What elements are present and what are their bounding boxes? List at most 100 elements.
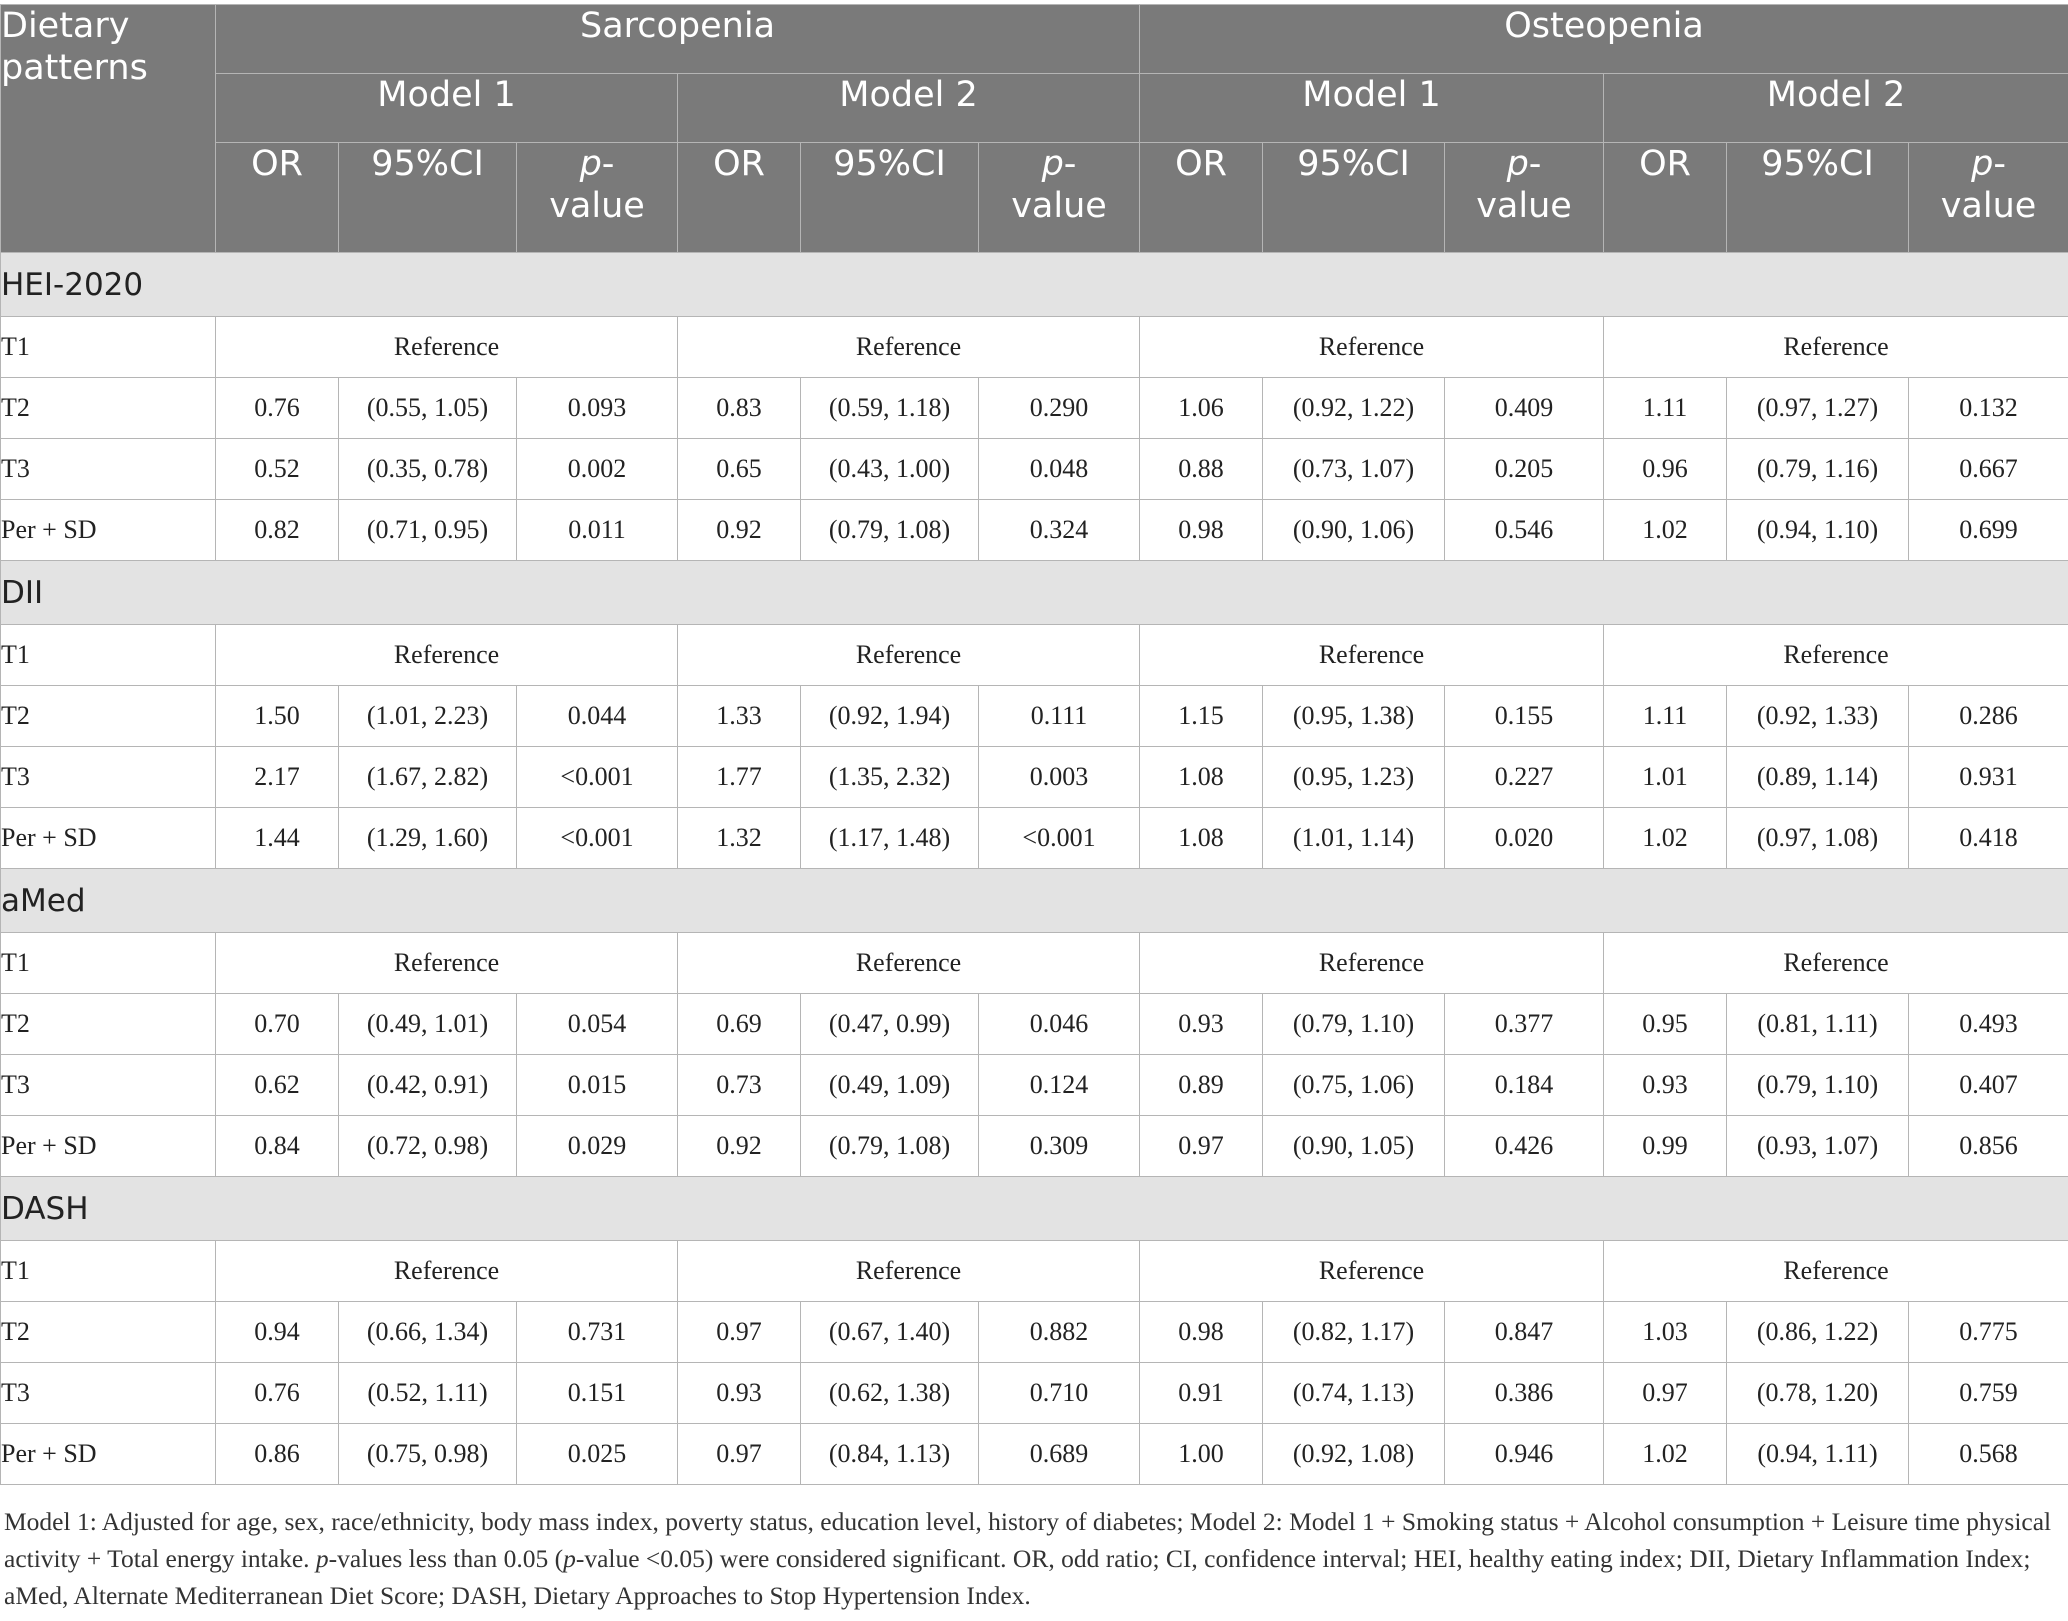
table-cell: 0.882 — [977, 1301, 1141, 1363]
table-cell: (0.97, 1.27) — [1726, 377, 1910, 439]
table-cell: 0.96 — [1603, 438, 1728, 500]
table-cell: 0.132 — [1908, 377, 2068, 439]
table-cell: (0.35, 0.78) — [338, 438, 517, 500]
table-row: T2 0.94 (0.66, 1.34) 0.731 0.97 (0.67, 1.40) 0… — [0, 1301, 2068, 1363]
table-cell: 0.286 — [1908, 685, 2068, 747]
table-cell: 0.048 — [977, 438, 1141, 500]
reference-cell: Reference — [1603, 624, 2068, 686]
table-cell: (1.01, 1.14) — [1262, 807, 1446, 869]
table-cell: 0.124 — [977, 1054, 1141, 1116]
table-cell: 1.02 — [1603, 499, 1728, 561]
reference-cell: Reference — [1603, 932, 2068, 994]
table-cell: 0.309 — [977, 1115, 1141, 1177]
table-cell: 0.95 — [1603, 993, 1728, 1055]
table-cell: 2.17 — [215, 746, 339, 808]
table-cell: (0.86, 1.22) — [1726, 1301, 1910, 1363]
table-cell: 0.82 — [215, 499, 339, 561]
table-cell: 1.03 — [1603, 1301, 1728, 1363]
table-cell: 0.667 — [1908, 438, 2068, 500]
table-cell: 0.054 — [516, 993, 678, 1055]
section-row: aMed — [0, 868, 2068, 933]
table-cell: 1.32 — [677, 807, 801, 869]
table-cell: 0.689 — [977, 1423, 1141, 1485]
table-cell: (0.94, 1.11) — [1726, 1423, 1910, 1485]
section-row: DII — [0, 560, 2068, 625]
table-cell: (1.01, 2.23) — [338, 685, 517, 747]
table-cell: (0.82, 1.17) — [1262, 1301, 1446, 1363]
table-cell: 0.227 — [1444, 746, 1605, 808]
table-row: Per + SD 0.84 (0.72, 0.98) 0.029 0.92 (0.79, … — [0, 1115, 2068, 1177]
table-row: Per + SD 0.82 (0.71, 0.95) 0.011 0.92 (0.79, … — [0, 499, 2068, 561]
table-row: T3 0.62 (0.42, 0.91) 0.015 0.73 (0.49, 1.09) 0… — [0, 1054, 2068, 1116]
table-cell: 1.44 — [215, 807, 339, 869]
column-header: OR — [1603, 142, 1728, 253]
section-label: aMed — [0, 868, 2068, 933]
table-cell: 0.377 — [1444, 993, 1605, 1055]
table-cell: (0.43, 1.00) — [800, 438, 979, 500]
results-table: Dietary patterns Sarcopenia Osteopenia M… — [0, 4, 2068, 1485]
table-row: T2 0.70 (0.49, 1.01) 0.054 0.69 (0.47, 0.99) 0… — [0, 993, 2068, 1055]
table-cell: (0.79, 1.08) — [800, 1115, 979, 1177]
table-cell: 0.290 — [977, 377, 1141, 439]
table-cell: 0.151 — [516, 1362, 678, 1424]
table-cell: 0.65 — [677, 438, 801, 500]
reference-cell: Reference — [215, 624, 678, 686]
table-row: Per + SD 1.44 (1.29, 1.60) <0.001 1.32 (1.17,… — [0, 807, 2068, 869]
table-row: T1 Reference Reference Reference Reference — [0, 932, 2068, 994]
table-cell: 0.93 — [1603, 1054, 1728, 1116]
table-cell: 0.76 — [215, 1362, 339, 1424]
table-cell: 0.568 — [1908, 1423, 2068, 1485]
row-label: T2 — [0, 377, 216, 439]
table-cell: (0.67, 1.40) — [800, 1301, 979, 1363]
table-cell: 1.01 — [1603, 746, 1728, 808]
table-cell: <0.001 — [977, 807, 1141, 869]
row-label: Per + SD — [0, 1423, 216, 1485]
column-header: OR — [215, 142, 339, 253]
table-row: T3 0.76 (0.52, 1.11) 0.151 0.93 (0.62, 1.38) 0… — [0, 1362, 2068, 1424]
table-cell: 1.08 — [1139, 807, 1264, 869]
row-label: T1 — [0, 1240, 216, 1302]
table-cell: 0.184 — [1444, 1054, 1605, 1116]
row-label: T3 — [0, 746, 216, 808]
table-cell: (0.84, 1.13) — [800, 1423, 979, 1485]
table-cell: 0.386 — [1444, 1362, 1605, 1424]
table-cell: 0.92 — [677, 499, 801, 561]
table-cell: (0.78, 1.20) — [1726, 1362, 1910, 1424]
table-cell: (0.79, 1.08) — [800, 499, 979, 561]
row-label: T1 — [0, 624, 216, 686]
table-cell: (0.95, 1.23) — [1262, 746, 1446, 808]
table-cell: (1.35, 2.32) — [800, 746, 979, 808]
reference-cell: Reference — [1139, 316, 1605, 378]
table-cell: (0.90, 1.05) — [1262, 1115, 1446, 1177]
table-cell: (0.75, 1.06) — [1262, 1054, 1446, 1116]
table-cell: (0.52, 1.11) — [338, 1362, 517, 1424]
table-cell: (0.47, 0.99) — [800, 993, 979, 1055]
table-cell: (0.92, 1.22) — [1262, 377, 1446, 439]
table-cell: 0.025 — [516, 1423, 678, 1485]
table-cell: 0.97 — [677, 1423, 801, 1485]
column-header: p-value — [1908, 142, 2068, 253]
model-header: Model 1 — [1139, 73, 1605, 143]
reference-cell: Reference — [1139, 624, 1605, 686]
table-cell: 0.020 — [1444, 807, 1605, 869]
table-cell: 0.91 — [1139, 1362, 1264, 1424]
row-label: T1 — [0, 932, 216, 994]
column-header: 95%CI — [1726, 142, 1910, 253]
table-cell: 0.418 — [1908, 807, 2068, 869]
table-cell: (0.55, 1.05) — [338, 377, 517, 439]
table-footnote: Model 1: Adjusted for age, sex, race/eth… — [4, 1507, 2052, 1610]
reference-cell: Reference — [1139, 932, 1605, 994]
table-cell: 0.931 — [1908, 746, 2068, 808]
table-cell: 1.50 — [215, 685, 339, 747]
table-cell: (0.90, 1.06) — [1262, 499, 1446, 561]
reference-cell: Reference — [676, 932, 1141, 994]
table-cell: (1.67, 2.82) — [338, 746, 517, 808]
table-row: T1 Reference Reference Reference Reference — [0, 316, 2068, 378]
reference-cell: Reference — [676, 316, 1141, 378]
row-label: Per + SD — [0, 499, 216, 561]
table-cell: 0.83 — [677, 377, 801, 439]
column-header: p-value — [516, 142, 678, 253]
table-cell: (0.42, 0.91) — [338, 1054, 517, 1116]
table-cell: 0.426 — [1444, 1115, 1605, 1177]
table-cell: 0.70 — [215, 993, 339, 1055]
